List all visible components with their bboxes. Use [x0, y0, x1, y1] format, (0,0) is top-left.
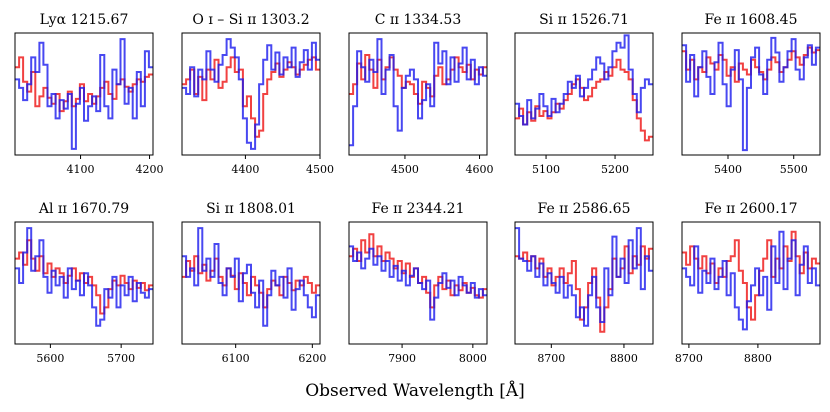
x-tick-label: 4500	[306, 163, 334, 176]
x-tick-label: 4200	[136, 163, 164, 176]
series-blue-line	[515, 34, 653, 126]
panel-6: Al ɪɪ 1670.79 5600 5700	[14, 201, 154, 365]
panels-group: Lyα 1215.67 4100 4200 O ɪ – Si ɪɪ 1303.2 440…	[14, 12, 821, 365]
panel-frame	[181, 221, 321, 345]
panel-title: Fe ɪɪ 2586.65	[538, 201, 631, 217]
panel-1: Lyα 1215.67 4100 4200	[14, 12, 164, 176]
series-blue-line	[515, 227, 653, 327]
series-blue-line	[349, 245, 487, 321]
x-tick-label: 6100	[222, 352, 250, 365]
panel-4: Si ɪɪ 1526.71 5100 5200	[514, 12, 654, 176]
x-tick-label: 8800	[610, 352, 638, 365]
panel-title: Fe ɪɪ 2600.17	[705, 201, 798, 217]
panel-frame	[514, 32, 654, 156]
panel-frame	[181, 32, 321, 156]
panel-title: Fe ɪɪ 2344.21	[372, 201, 465, 217]
x-tick-label: 7900	[388, 352, 416, 365]
x-tick-label: 5100	[532, 163, 560, 176]
x-axis-label: Observed Wavelength [Å]	[305, 380, 525, 401]
panel-8: Fe ɪɪ 2344.21 7900 8000	[348, 201, 488, 365]
panel-frame	[681, 221, 821, 345]
x-tick-label: 5400	[714, 163, 742, 176]
panel-5: Fe ɪɪ 1608.45 5400 5500	[681, 12, 821, 176]
series-blue-line	[682, 230, 820, 331]
panel-3: C ɪɪ 1334.53 4500 4600	[348, 12, 494, 176]
x-tick-label: 8800	[744, 352, 772, 365]
panel-title: Al ɪɪ 1670.79	[38, 201, 129, 217]
panel-title: Fe ɪɪ 1608.45	[705, 12, 798, 28]
panel-title: Si ɪɪ 1526.71	[539, 12, 629, 28]
series-blue-line	[182, 38, 320, 150]
panel-frame	[14, 32, 154, 156]
panel-frame	[348, 221, 488, 345]
x-tick-label: 5500	[780, 163, 808, 176]
panel-10: Fe ɪɪ 2600.17 8700 8800	[675, 201, 821, 365]
series-blue-line	[182, 227, 320, 327]
x-tick-label: 8000	[459, 352, 487, 365]
panel-frame	[514, 221, 654, 345]
series-blue-line	[15, 38, 153, 150]
panel-title: Si ɪɪ 1808.01	[206, 201, 296, 217]
panel-frame	[14, 221, 154, 345]
x-tick-label: 4500	[391, 163, 419, 176]
series-blue-line	[349, 38, 487, 147]
x-tick-label: 4600	[466, 163, 494, 176]
x-tick-label: 6200	[298, 352, 326, 365]
panel-frame	[348, 32, 488, 156]
series-blue-line	[15, 227, 153, 327]
panel-9: Fe ɪɪ 2586.65 8700 8800	[514, 201, 654, 365]
panel-title: C ɪɪ 1334.53	[375, 12, 461, 28]
x-tick-label: 5700	[107, 352, 135, 365]
x-tick-label: 5600	[36, 352, 64, 365]
x-tick-label: 8700	[537, 352, 565, 365]
panel-frame	[681, 32, 821, 156]
panel-2: O ɪ – Si ɪɪ 1303.2 4400 4500	[181, 12, 334, 176]
series-blue-line	[682, 36, 820, 152]
panel-title: Lyα 1215.67	[40, 12, 129, 28]
x-tick-label: 8700	[675, 352, 703, 365]
x-tick-label: 4100	[67, 163, 95, 176]
x-tick-label: 5200	[601, 163, 629, 176]
panel-title: O ɪ – Si ɪɪ 1303.2	[192, 12, 309, 28]
x-tick-label: 4400	[231, 163, 259, 176]
panel-7: Si ɪɪ 1808.01 6100 6200	[181, 201, 326, 365]
